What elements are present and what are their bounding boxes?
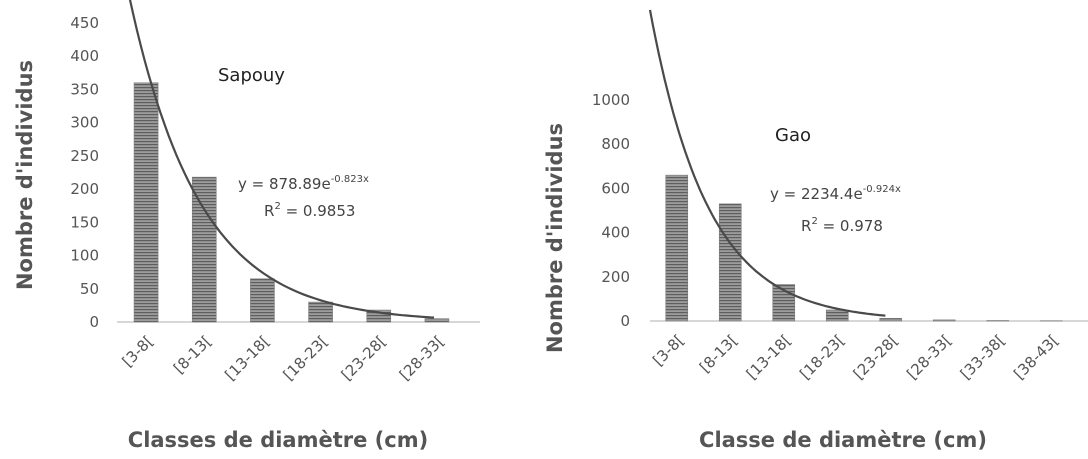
x-axis-title: Classe de diamètre (cm) — [699, 428, 987, 452]
trendline-equation: y = 2234.4e-0.924x — [770, 184, 901, 203]
r-squared-value: = 0.978 — [818, 217, 883, 235]
x-tick-label: [23-28[ — [338, 332, 390, 384]
x-tick-label: [18-23[ — [796, 331, 848, 383]
x-tick-label: [8-13[ — [696, 331, 741, 376]
x-tick-label: [13-18[ — [743, 331, 795, 383]
trendline-equation: y = 878.89e-0.823x — [238, 174, 369, 193]
r-squared-label: R2 = 0.9853 — [264, 201, 355, 220]
x-tick-label: [33-38[ — [957, 331, 1009, 383]
x-tick-label: [38-43[ — [1010, 331, 1062, 383]
x-tick-label: [23-28[ — [850, 331, 902, 383]
y-tick-label: 0 — [89, 313, 99, 331]
x-tick-label: [3-8[ — [119, 332, 157, 370]
trendline-equation-base: y = 2234.4e — [770, 185, 863, 203]
bar — [191, 176, 217, 323]
x-tick-label: [28-33[ — [903, 331, 955, 383]
y-tick-label: 800 — [601, 135, 630, 153]
bar — [718, 203, 742, 322]
y-axis-title: Nombre d'individus — [543, 123, 567, 353]
trendline — [128, 0, 435, 319]
trendline-equation-base: y = 878.89e — [238, 175, 331, 193]
x-tick-label: [3-8[ — [649, 331, 687, 369]
bar — [424, 318, 450, 323]
bar — [665, 174, 689, 322]
y-tick-label: 0 — [620, 312, 630, 330]
x-tick-label: [28-33[ — [396, 332, 448, 384]
r-squared-r: R — [264, 202, 274, 220]
x-axis-title: Classes de diamètre (cm) — [128, 428, 428, 452]
y-tick-label: 250 — [70, 147, 99, 165]
y-tick-label: 450 — [70, 14, 99, 32]
bar — [932, 319, 956, 322]
r-squared-value: = 0.9853 — [281, 202, 356, 220]
y-tick-label: 1000 — [592, 91, 630, 109]
x-tick-label: [13-18[ — [221, 332, 273, 384]
y-tick-label: 300 — [70, 114, 99, 132]
bar — [133, 82, 159, 323]
bar — [250, 278, 275, 323]
y-tick-label: 350 — [70, 80, 99, 98]
bar — [366, 309, 392, 323]
chart-gao: Nombre d'individus Classe de diamètre (c… — [543, 9, 1088, 452]
r-squared-r: R — [801, 217, 811, 235]
r-squared-label: R2 = 0.978 — [801, 216, 883, 235]
x-tick-label: [8-13[ — [170, 332, 215, 377]
trendline-equation-exponent: -0.823x — [331, 174, 369, 185]
r-squared-superscript: 2 — [274, 201, 280, 212]
bar — [879, 318, 903, 322]
chart-title: Sapouy — [218, 65, 285, 86]
y-tick-label: 600 — [601, 179, 630, 197]
y-tick-label: 50 — [80, 280, 99, 298]
bar — [825, 309, 849, 322]
x-tick-label: [18-23[ — [280, 332, 332, 384]
chart-sapouy: Nombre d'individus Classes de diamètre (… — [13, 0, 480, 452]
y-tick-label: 400 — [601, 224, 630, 242]
chart-title: Gao — [775, 125, 811, 146]
r-squared-superscript: 2 — [811, 216, 817, 227]
y-tick-label: 150 — [70, 213, 99, 231]
y-tick-label: 200 — [601, 268, 630, 286]
y-tick-label: 400 — [70, 47, 99, 65]
y-axis-title: Nombre d'individus — [13, 60, 37, 290]
y-tick-label: 100 — [70, 247, 99, 265]
trendline — [648, 9, 886, 317]
trendline-equation-exponent: -0.924x — [863, 184, 901, 195]
bar — [308, 301, 333, 323]
y-tick-label: 200 — [70, 180, 99, 198]
